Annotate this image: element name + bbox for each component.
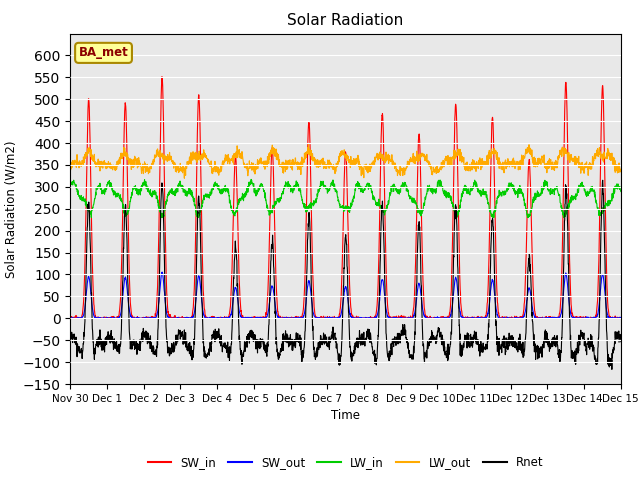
Title: Solar Radiation: Solar Radiation bbox=[287, 13, 404, 28]
LW_out bbox=[584, 165, 592, 171]
Text: BA_met: BA_met bbox=[79, 47, 129, 60]
LW_out bbox=[617, 167, 625, 173]
Line: LW_in: LW_in bbox=[70, 180, 621, 217]
SW_in bbox=[158, 74, 166, 80]
Rnet bbox=[617, 339, 625, 345]
Rnet bbox=[374, 347, 381, 353]
SW_out bbox=[374, 310, 381, 315]
LW_out bbox=[374, 156, 381, 162]
LW_in bbox=[374, 202, 381, 207]
Rnet bbox=[67, 336, 74, 342]
LW_in bbox=[584, 192, 592, 197]
SW_in bbox=[67, 315, 74, 321]
X-axis label: Time: Time bbox=[331, 409, 360, 422]
Line: LW_out: LW_out bbox=[70, 144, 621, 178]
SW_in bbox=[374, 293, 381, 299]
SW_in bbox=[568, 312, 576, 318]
LW_in bbox=[220, 186, 228, 192]
SW_out bbox=[67, 315, 75, 321]
SW_out bbox=[362, 315, 370, 321]
LW_out bbox=[220, 159, 228, 165]
LW_in bbox=[506, 185, 514, 191]
Rnet bbox=[220, 342, 228, 348]
LW_out bbox=[180, 175, 188, 181]
LW_in bbox=[617, 189, 625, 194]
Rnet bbox=[506, 337, 513, 343]
Line: SW_in: SW_in bbox=[70, 77, 621, 318]
Rnet bbox=[584, 342, 591, 348]
LW_in bbox=[67, 182, 74, 188]
SW_out bbox=[67, 315, 74, 321]
SW_out bbox=[221, 315, 228, 321]
Rnet bbox=[608, 367, 616, 372]
Line: Rnet: Rnet bbox=[70, 180, 621, 370]
SW_in bbox=[617, 315, 625, 321]
LW_in bbox=[247, 177, 255, 182]
LW_in bbox=[362, 183, 370, 189]
SW_out bbox=[158, 269, 166, 275]
LW_out bbox=[305, 141, 312, 147]
SW_in bbox=[584, 315, 591, 321]
LW_out bbox=[362, 163, 370, 169]
LW_out bbox=[67, 161, 74, 167]
Rnet bbox=[599, 178, 607, 183]
Y-axis label: Solar Radiation (W/m2): Solar Radiation (W/m2) bbox=[4, 140, 17, 277]
SW_in bbox=[506, 314, 513, 320]
SW_out bbox=[584, 315, 592, 321]
SW_in bbox=[362, 315, 369, 321]
LW_in bbox=[569, 195, 577, 201]
LW_out bbox=[506, 162, 514, 168]
Rnet bbox=[362, 336, 369, 341]
LW_out bbox=[569, 156, 577, 162]
Rnet bbox=[568, 348, 576, 354]
SW_out bbox=[617, 314, 625, 320]
Legend: SW_in, SW_out, LW_in, LW_out, Rnet: SW_in, SW_out, LW_in, LW_out, Rnet bbox=[143, 451, 548, 474]
SW_out bbox=[506, 315, 514, 321]
SW_in bbox=[220, 314, 228, 320]
Line: SW_out: SW_out bbox=[70, 272, 621, 318]
SW_out bbox=[569, 315, 577, 321]
LW_in bbox=[195, 215, 202, 220]
